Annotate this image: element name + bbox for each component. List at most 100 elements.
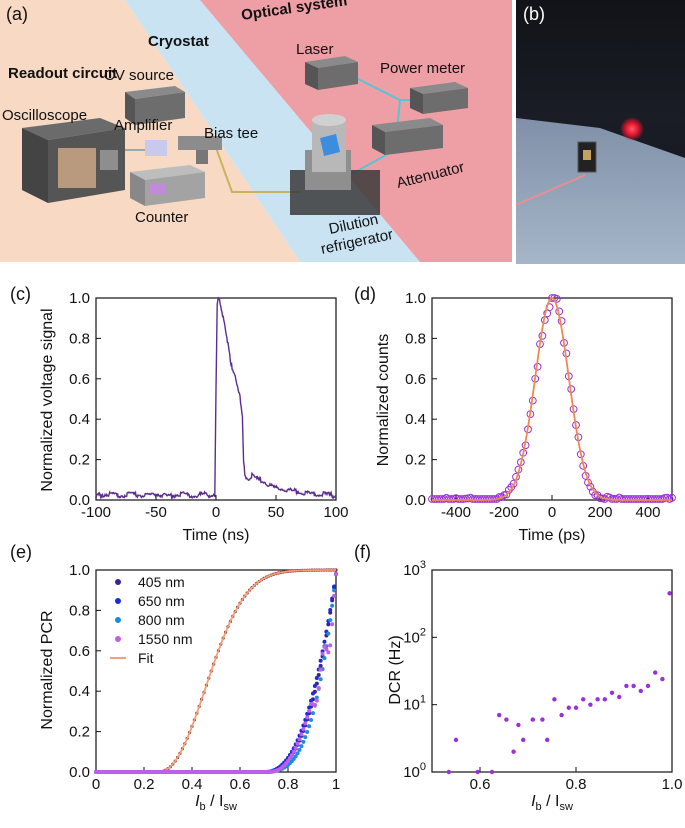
- e-point-1550-nm: [287, 756, 292, 761]
- e-point-1550-nm: [316, 685, 321, 690]
- d-xtick-label: -200: [489, 504, 519, 521]
- f-data-point: [530, 717, 535, 722]
- amplifier-device: [145, 140, 167, 156]
- e-point-1550-nm: [312, 702, 317, 707]
- photo-cloth: [516, 118, 685, 264]
- d-xtick-label: 200: [587, 504, 612, 521]
- f-data-point: [566, 705, 571, 710]
- panel-letter-c: (c): [10, 284, 31, 304]
- f-data-point: [545, 737, 550, 743]
- bias-tee-device: [178, 136, 222, 164]
- f-data-point: [581, 697, 586, 702]
- e-point-800-nm: [326, 631, 331, 636]
- f-ylabel: DCR (Hz): [387, 635, 404, 704]
- e-xtick-label: 0.6: [230, 776, 251, 793]
- d-ytick-label: 1.0: [405, 290, 426, 307]
- d-ylabel: Normalized counts: [375, 334, 392, 467]
- f-data-point: [617, 694, 622, 700]
- legend-label-405-nm: 405 nm: [138, 574, 185, 590]
- legend-swatch-650-nm: [115, 598, 121, 604]
- f-data-point: [609, 690, 615, 696]
- d-ytick-label: 0.0: [405, 492, 426, 509]
- f-data-point: [475, 769, 480, 775]
- e-point-800-nm: [310, 711, 315, 716]
- f-data-point: [595, 697, 600, 702]
- f-data-point: [653, 670, 658, 675]
- e-point-1550-nm: [324, 647, 329, 652]
- f-data-point: [521, 737, 526, 743]
- d-data-point: [653, 495, 662, 503]
- d-data-point: [459, 495, 468, 503]
- c-xtick-label: 0: [212, 504, 220, 521]
- c-ytick-label: 1.0: [69, 290, 90, 307]
- c-ytick-label: 0.2: [69, 452, 90, 469]
- c-ytick-label: 0.0: [69, 492, 90, 509]
- d-data-point: [548, 294, 556, 302]
- d-xtick-label: -400: [441, 504, 471, 521]
- f-ytick-label: 103: [403, 559, 426, 579]
- f-xlabel: Ib / Isw: [531, 793, 573, 813]
- f-data-point: [638, 688, 643, 694]
- e-point-1550-nm: [314, 698, 319, 703]
- c-ytick-label: 0.4: [69, 411, 90, 428]
- c-xtick-label: 100: [323, 504, 348, 521]
- d-xtick-label: 0: [548, 504, 556, 521]
- e-point-800-nm: [307, 724, 312, 729]
- oscilloscope-label: Oscilloscope: [2, 107, 87, 124]
- readout-title: Readout circuit: [8, 65, 117, 82]
- e-xtick-label: 1: [332, 776, 340, 793]
- panel-e: (e) Normalized PCR Ib / Isw 0 0.2 0.4 0.6 0.…: [10, 542, 340, 813]
- laser-label: Laser: [296, 41, 334, 58]
- e-point-1550-nm: [303, 721, 308, 726]
- optical-region: [200, 0, 512, 262]
- amplifier-label: Amplifier: [114, 117, 172, 134]
- bias-wire: [214, 144, 300, 193]
- counter-label: Counter: [135, 209, 188, 226]
- c-xtick-label: 50: [268, 504, 285, 521]
- cv-source-label: CV source: [104, 67, 174, 84]
- f-ytick-label: 101: [403, 694, 426, 714]
- c-xtick-label: -100: [81, 504, 111, 521]
- legend-swatch-405-nm: [115, 579, 121, 585]
- d-data-point: [435, 495, 444, 503]
- f-ytick-label: 102: [403, 626, 426, 646]
- e-point-650-nm: [307, 705, 312, 710]
- e-point-1550-nm: [289, 753, 294, 758]
- c-ylabel: Normalized voltage signal: [39, 308, 56, 491]
- f-data-point: [540, 717, 545, 722]
- e-ytick-label: 0.2: [69, 724, 90, 741]
- legend-label-1550-nm: 1550 nm: [138, 631, 192, 647]
- e-point-650-nm: [310, 691, 315, 696]
- e-point-800-nm: [293, 754, 298, 759]
- d-fit-line: [432, 297, 672, 501]
- e-point-800-nm: [303, 735, 308, 740]
- panel-f: (f) DCR (Hz) Ib / Isw 0.6 0.8 1.0 100 101 102…: [354, 542, 682, 813]
- counter-device: [130, 165, 205, 206]
- f-data-point: [446, 769, 451, 775]
- panel-letter-f: (f): [354, 542, 371, 562]
- e-point-1550-nm: [297, 737, 302, 742]
- power-meter-label: Power meter: [380, 60, 465, 77]
- e-point-405-nm: [326, 622, 331, 627]
- e-point-800-nm: [297, 747, 302, 752]
- d-data-point: [668, 493, 676, 502]
- f-data-point: [497, 712, 502, 718]
- e-point-1550-nm: [293, 745, 298, 750]
- e-xtick-label: 0: [92, 776, 100, 793]
- d-ytick-label: 0.4: [405, 411, 426, 428]
- e-point-1550-nm: [305, 715, 310, 720]
- e-point-1550-nm: [326, 650, 331, 655]
- f-data-point: [588, 702, 593, 707]
- f-data-point: [552, 697, 557, 702]
- dilution-refrigerator: [290, 114, 380, 215]
- c-xtick-label: -50: [145, 504, 167, 521]
- f-data-point: [453, 737, 459, 743]
- e-point-800-nm: [332, 588, 337, 593]
- panel-c: (c) Normalized voltage signal Time (ns) …: [10, 284, 349, 544]
- e-point-405-nm: [316, 673, 321, 678]
- c-ytick-label: 0.8: [69, 330, 90, 347]
- e-point-800-nm: [309, 717, 314, 722]
- e-point-650-nm: [309, 698, 314, 703]
- e-point-1550-nm: [318, 667, 323, 672]
